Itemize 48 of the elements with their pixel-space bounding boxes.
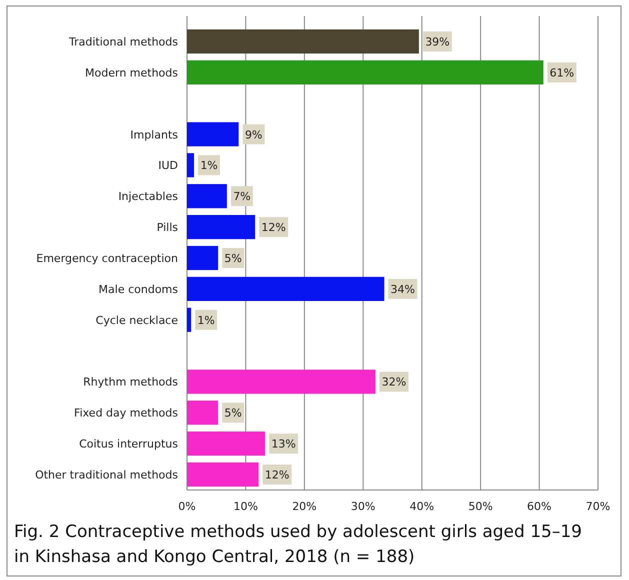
bar (187, 153, 194, 178)
bar (187, 60, 544, 84)
data-label: 1% (197, 314, 215, 327)
y-tick-label: Fixed day methods (74, 406, 178, 420)
bar (187, 308, 192, 332)
bar (187, 276, 384, 301)
y-tick-label: Cycle necklace (96, 314, 178, 327)
y-tick-label: Modern methods (85, 66, 178, 80)
data-label: 61% (550, 66, 574, 80)
y-tick-label: Injectables (118, 190, 178, 204)
x-tick-label: 10% (233, 500, 258, 513)
y-tick-label: Emergency contraception (36, 252, 178, 265)
data-label: 7% (233, 190, 251, 204)
y-tick-label: Rhythm methods (83, 376, 178, 389)
x-tick-label: 0% (178, 500, 196, 513)
text: Fig. 2 Contraceptive methods used by adolescent girls aged 15–19 in Kinshasa and Kongo Central, 2018 (n = 188) (14, 522, 582, 567)
data-label: 32% (382, 376, 406, 389)
y-tick-label: Coitus interruptus (79, 438, 178, 451)
y-tick-label: Other traditional methods (35, 468, 178, 482)
bar (187, 215, 256, 240)
bar (187, 400, 218, 425)
x-tick-label: 40% (410, 500, 434, 513)
bar (187, 184, 227, 208)
data-label: 12% (264, 468, 290, 482)
bar (187, 370, 376, 394)
data-label: 5% (224, 406, 242, 420)
y-tick-label: Implants (130, 128, 178, 142)
data-label: 5% (224, 252, 242, 265)
data-label: 12% (261, 221, 286, 234)
y-tick-label: Traditional methods (68, 35, 178, 48)
bar (187, 246, 218, 270)
x-tick-label: 50% (468, 500, 493, 513)
x-tick-label: 20% (292, 500, 317, 513)
data-label: 9% (244, 128, 262, 142)
x-tick-label: 60% (527, 500, 552, 513)
y-tick-label: Male condoms (98, 282, 178, 296)
bar (187, 122, 239, 146)
x-tick-label: 70% (586, 500, 610, 513)
data-label: 34% (390, 282, 416, 296)
bar (187, 462, 259, 487)
data-label: 13% (271, 438, 296, 451)
data-label: 1% (200, 159, 218, 172)
bar (187, 29, 419, 54)
y-tick-label: IUD (158, 159, 178, 172)
bar (187, 432, 266, 456)
y-tick-label: Pills (156, 221, 178, 234)
data-label: 39% (425, 35, 450, 48)
x-tick-label: 30% (350, 500, 376, 513)
